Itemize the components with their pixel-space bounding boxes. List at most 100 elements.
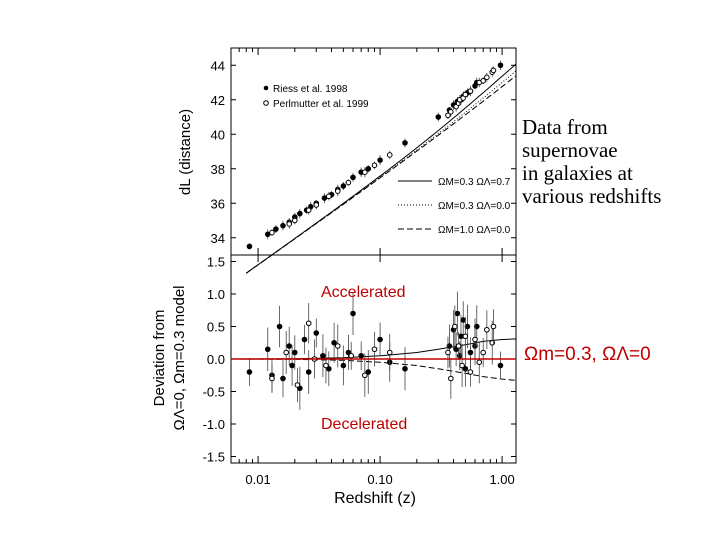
perlmutter-data-point <box>490 323 497 330</box>
legend-perlmutter-label: Perlmutter et al. 1999 <box>273 99 369 110</box>
perlmutter-data-point <box>445 349 451 356</box>
perlmutter-data-point <box>484 326 490 333</box>
side-note-line: supernovae <box>522 138 618 162</box>
riess-data-point <box>435 114 442 120</box>
lower-y-tick-label: 0.0 <box>207 352 225 367</box>
riess-data-point <box>377 157 383 163</box>
riess-data-point <box>276 323 283 330</box>
upper-panel-frame <box>230 47 517 256</box>
riess-data-point <box>456 352 463 359</box>
perlmutter-data-point <box>269 229 275 236</box>
lower-y-tick-label: 1.5 <box>207 255 225 270</box>
riess-data-point <box>291 349 298 356</box>
upper-data-points <box>246 60 504 250</box>
perlmutter-data-point <box>480 77 486 84</box>
legend-perlmutter-marker <box>263 100 269 106</box>
lower-model-curve-2 <box>230 358 517 381</box>
side-note-line: in galaxies at <box>522 161 633 185</box>
data-legend: Riess et al. 1998 Perlmutter et al. 1999 <box>263 84 369 110</box>
side-note-line: Data from <box>522 115 608 139</box>
perlmutter-data-point <box>362 372 368 379</box>
perlmutter-data-point <box>459 362 465 369</box>
lower-y-tick-label: 1.0 <box>207 287 225 302</box>
legend-model-2-label: ΩM=0.3 ΩΛ=0.0 <box>438 201 511 212</box>
riess-data-point <box>301 336 308 343</box>
perlmutter-data-point <box>386 152 393 158</box>
upper-y-tick-label: 36 <box>211 196 225 211</box>
lower-y-tick-label: -1.5 <box>203 450 225 465</box>
perlmutter-data-point <box>286 221 293 227</box>
perlmutter-data-point <box>294 382 301 388</box>
upper-model-lines <box>245 63 517 274</box>
riess-data-point <box>365 369 372 375</box>
upper-model-curve-1 <box>245 63 517 274</box>
riess-data-point <box>289 362 295 369</box>
riess-data-point <box>473 323 480 330</box>
legend-model-1-label: ΩM=0.3 ΩΛ=0.7 <box>438 177 511 188</box>
x-tick-label: 0.01 <box>245 472 270 487</box>
omega-lambda-label: ΩΛ=0 <box>602 344 651 365</box>
perlmutter-data-point <box>452 323 458 330</box>
riess-data-point <box>402 365 408 372</box>
perlmutter-data-point <box>386 349 393 356</box>
riess-data-point <box>462 365 469 372</box>
lower-y-axis-label-line1: Deviation from <box>151 310 168 407</box>
perlmutter-data-point <box>371 162 378 169</box>
x-axis-label: Redshift (z) <box>334 490 416 507</box>
riess-data-point <box>454 310 461 317</box>
perlmutter-data-point <box>305 207 312 213</box>
riess-data-point <box>467 349 474 356</box>
riess-data-point <box>497 362 504 369</box>
perlmutter-data-point <box>480 349 486 356</box>
lower-y-axis-label-line2: ΩΛ=0, Ωm=0.3 model <box>171 285 188 430</box>
riess-data-point <box>350 174 356 181</box>
legend-riess-label: Riess et al. 1998 <box>273 84 348 95</box>
lower-y-ticks: 1.5 1.0 0.5 0.0 -0.5 -1.0 -1.5 <box>203 255 516 465</box>
perlmutter-data-point <box>283 349 289 356</box>
accelerated-annotation: Accelerated <box>321 284 406 301</box>
riess-data-point <box>340 183 347 189</box>
decelerated-annotation: Decelerated <box>321 416 407 433</box>
perlmutter-data-point <box>445 112 451 119</box>
perlmutter-data-point <box>326 193 332 200</box>
riess-data-point <box>350 310 356 317</box>
model-legend: ΩM=0.3 ΩΛ=0.7 ΩM=0.3 ΩΛ=0.0 ΩM=1.0 ΩΛ=0.… <box>398 177 511 236</box>
perlmutter-data-point <box>334 188 341 194</box>
riess-data-point <box>377 336 383 343</box>
x-ticks: 0.01 0.10 1.00 <box>238 48 515 487</box>
riess-data-point <box>464 323 471 330</box>
lower-data-points <box>246 291 504 410</box>
lower-y-tick-label: 0.5 <box>207 320 225 335</box>
perlmutter-data-point <box>467 88 474 94</box>
side-note-line: various redshifts <box>522 184 662 208</box>
perlmutter-data-point <box>462 91 469 98</box>
omega-m-label: Ωm=0.3 <box>524 344 592 365</box>
upper-y-tick-label: 42 <box>211 93 225 108</box>
riess-data-point <box>286 343 293 349</box>
reference-line-label: Ωm=0.3, ΩΛ=0 <box>524 344 651 366</box>
perlmutter-data-point <box>448 109 454 115</box>
lower-y-tick-label: -1.0 <box>203 417 225 432</box>
perlmutter-data-point <box>313 202 320 208</box>
riess-data-point <box>497 62 504 69</box>
riess-data-point <box>246 369 253 375</box>
riess-data-point <box>305 369 312 375</box>
label-separator: , <box>591 344 603 365</box>
upper-y-axis-label: dL (distance) <box>177 109 194 195</box>
x-tick-label: 1.00 <box>489 472 514 487</box>
riess-data-point <box>331 339 337 346</box>
perlmutter-data-point <box>472 336 478 343</box>
perlmutter-data-point <box>455 343 462 349</box>
perlmutter-data-point <box>484 74 490 81</box>
perlmutter-data-point <box>448 375 454 382</box>
perlmutter-data-point <box>476 359 483 366</box>
perlmutter-data-point <box>348 352 355 359</box>
perlmutter-data-point <box>269 375 275 382</box>
legend-riess-marker <box>263 85 269 91</box>
legend-model-3-label: ΩM=1.0 ΩΛ=0.0 <box>438 225 511 236</box>
riess-data-point <box>402 140 408 146</box>
perlmutter-data-point <box>291 217 298 224</box>
upper-y-ticks: 34 36 38 40 42 44 <box>211 58 516 246</box>
x-tick-label: 0.10 <box>367 472 392 487</box>
